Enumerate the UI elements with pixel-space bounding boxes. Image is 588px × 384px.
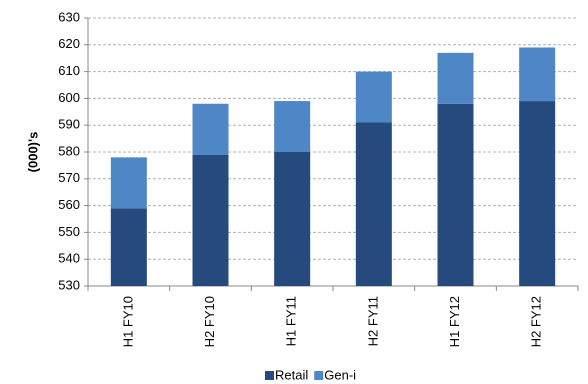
bar-segment bbox=[110, 157, 147, 209]
bar-segment bbox=[437, 103, 474, 286]
y-axis-label: (000)'s bbox=[25, 132, 40, 173]
x-tick-label: H2 FY10 bbox=[202, 296, 217, 347]
y-tick-label: 610 bbox=[58, 63, 80, 78]
x-tick-label: H2 FY12 bbox=[529, 296, 544, 347]
legend-label: Gen-i bbox=[324, 367, 356, 382]
y-tick-label: 580 bbox=[58, 143, 80, 158]
legend-swatch bbox=[265, 371, 274, 380]
bar-segment bbox=[192, 154, 229, 286]
x-tick-label: H1 FY11 bbox=[284, 296, 299, 346]
bar-segment bbox=[274, 101, 311, 152]
bar-segment bbox=[519, 47, 556, 102]
y-tick-label: 560 bbox=[58, 197, 80, 212]
y-tick-label: 590 bbox=[58, 117, 80, 132]
y-tick-label: 550 bbox=[58, 224, 80, 239]
x-tick-label: H1 FY10 bbox=[120, 296, 135, 347]
legend-swatch bbox=[314, 371, 324, 380]
y-tick-label: 530 bbox=[58, 277, 80, 292]
x-tick-label: H2 FY11 bbox=[365, 296, 380, 346]
bar-segment bbox=[274, 152, 311, 286]
y-tick-label: 600 bbox=[58, 90, 80, 105]
y-tick-label: 570 bbox=[58, 170, 80, 185]
bar-segment bbox=[355, 122, 392, 287]
legend-label: Retail bbox=[275, 367, 308, 382]
bar-segment bbox=[355, 71, 392, 123]
x-tick-label: H1 FY12 bbox=[447, 296, 462, 347]
bar-segment bbox=[110, 208, 147, 286]
bar-segment bbox=[192, 103, 229, 155]
y-tick-label: 540 bbox=[58, 251, 80, 266]
y-tick-label: 620 bbox=[58, 36, 80, 51]
bar-segment bbox=[437, 52, 474, 104]
bar-segment bbox=[519, 101, 556, 286]
y-tick-label: 630 bbox=[58, 9, 80, 24]
